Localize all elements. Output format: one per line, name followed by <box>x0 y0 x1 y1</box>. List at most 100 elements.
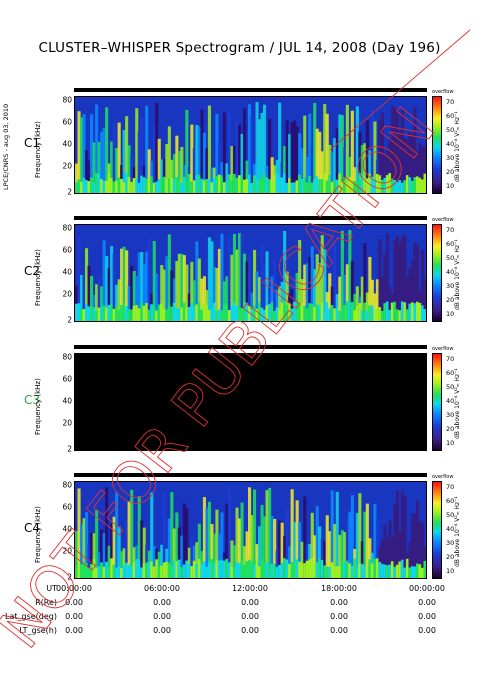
spectrogram-low-band <box>333 308 337 321</box>
spectrogram-column <box>232 146 236 193</box>
spectrogram-column <box>145 544 149 578</box>
spectrogram-column <box>87 265 91 321</box>
spectrogram-low-band <box>175 308 179 321</box>
spectrogram-low-band <box>385 301 389 321</box>
spectrogram-column <box>413 513 417 578</box>
spectrogram-low-band <box>243 179 247 193</box>
spectrogram-column <box>300 148 304 193</box>
spectrogram-column <box>288 134 292 193</box>
ephemeris-value: 0.00 <box>65 626 83 635</box>
spectrogram-column <box>180 253 184 321</box>
spectrogram-column <box>177 253 181 321</box>
spectrogram-low-band <box>220 560 224 578</box>
spectrogram-low-band <box>225 558 229 578</box>
spectrogram-low-band <box>268 304 272 321</box>
spectrogram-column <box>298 240 302 321</box>
spectrogram-column <box>105 256 109 321</box>
ephemeris-label: LT_gse(h) <box>19 626 57 635</box>
spectrogram-low-band <box>230 305 234 321</box>
spectrogram-low-band <box>395 309 399 321</box>
spectrogram-column <box>418 142 422 193</box>
spectrogram-low-band <box>232 173 236 193</box>
spectrogram-low-band <box>107 174 111 193</box>
spectrogram-column <box>368 538 372 578</box>
spectrogram-column <box>142 263 146 321</box>
spectrogram-column <box>112 122 116 193</box>
spectrogram-low-band <box>385 175 389 193</box>
spectrogram-column <box>343 147 347 193</box>
spectrogram-column <box>227 109 231 193</box>
spectrogram-column <box>385 537 389 578</box>
colorbar <box>432 481 442 579</box>
spectrogram-column <box>283 230 287 321</box>
spectrogram-low-band <box>305 182 309 193</box>
spectrogram-column <box>202 276 206 321</box>
spectrogram-column <box>80 524 84 578</box>
spectrogram-column <box>395 490 399 578</box>
spectrogram-column <box>370 110 374 193</box>
spectrogram-column <box>132 271 136 321</box>
spectrogram-column <box>353 167 357 193</box>
spectrogram-low-band <box>117 565 121 578</box>
spectrogram-column <box>177 151 181 193</box>
spectrogram-low-band <box>82 562 86 578</box>
spectrogram-low-band <box>140 175 144 193</box>
satellite-label: C3 <box>24 393 41 407</box>
spectrogram-column <box>293 276 297 321</box>
spectrogram-low-band <box>340 181 344 193</box>
spectrogram-low-band <box>280 177 284 193</box>
spectrogram-low-band <box>80 564 84 578</box>
spectrogram-low-band <box>260 307 264 321</box>
spectrogram-low-band <box>120 305 124 321</box>
spectrogram-low-band <box>265 305 269 321</box>
spectrogram-low-band <box>273 175 277 193</box>
spectrogram-low-band <box>260 177 264 193</box>
time-tick: 06:00:00 <box>144 584 180 593</box>
spectrogram-column <box>220 512 224 578</box>
spectrogram-column <box>250 114 254 193</box>
spectrogram-low-band <box>115 180 119 193</box>
spectrogram-column <box>110 141 114 193</box>
spectrogram-low-band <box>280 563 284 578</box>
spectrogram-column <box>305 156 309 193</box>
spectrogram-column <box>230 146 234 193</box>
spectrogram-low-band <box>298 174 302 193</box>
spectrogram-column <box>403 495 407 578</box>
spectrogram-column <box>100 131 104 193</box>
spectrogram-low-band <box>212 302 216 321</box>
spectrogram-column <box>280 282 284 321</box>
spectrogram-low-band <box>318 558 322 578</box>
spectrogram-low-band <box>112 181 116 193</box>
spectrogram-column <box>140 252 144 321</box>
y-tick-label: 20 <box>62 289 72 299</box>
spectrogram-column <box>82 518 86 578</box>
spectrogram-column <box>147 237 151 321</box>
spectrogram-column <box>263 264 267 321</box>
spectrogram-low-band <box>413 303 417 321</box>
spectrogram-low-band <box>343 561 347 578</box>
colorbar-tick-label: 10 <box>446 439 455 447</box>
colorbar-tick-label: 70 <box>446 98 455 106</box>
spectrogram-low-band <box>112 564 116 578</box>
spectrogram-column <box>285 120 289 193</box>
spectrogram-column <box>175 260 179 321</box>
spectrogram-low-band <box>340 560 344 578</box>
spectrogram-column <box>393 240 397 321</box>
spectrogram-low-band <box>258 181 262 193</box>
spectrogram-column <box>97 278 101 321</box>
spectrogram-low-band <box>192 180 196 193</box>
spectrogram-low-band <box>375 174 379 193</box>
spectrogram-column <box>398 531 402 578</box>
spectrogram-low-band <box>395 564 399 578</box>
spectrogram-column <box>335 128 339 193</box>
spectrogram-column <box>90 532 94 578</box>
spectrogram-column <box>308 113 312 193</box>
spectrogram-image <box>75 482 426 578</box>
spectrogram-column <box>232 234 236 321</box>
spectrogram-low-band <box>303 177 307 193</box>
spectrogram-low-band <box>110 304 114 321</box>
spectrogram-low-band <box>278 564 282 578</box>
spectrogram-column <box>340 530 344 578</box>
spectrogram-low-band <box>147 179 151 193</box>
y-tick-label: 2 <box>67 572 72 582</box>
